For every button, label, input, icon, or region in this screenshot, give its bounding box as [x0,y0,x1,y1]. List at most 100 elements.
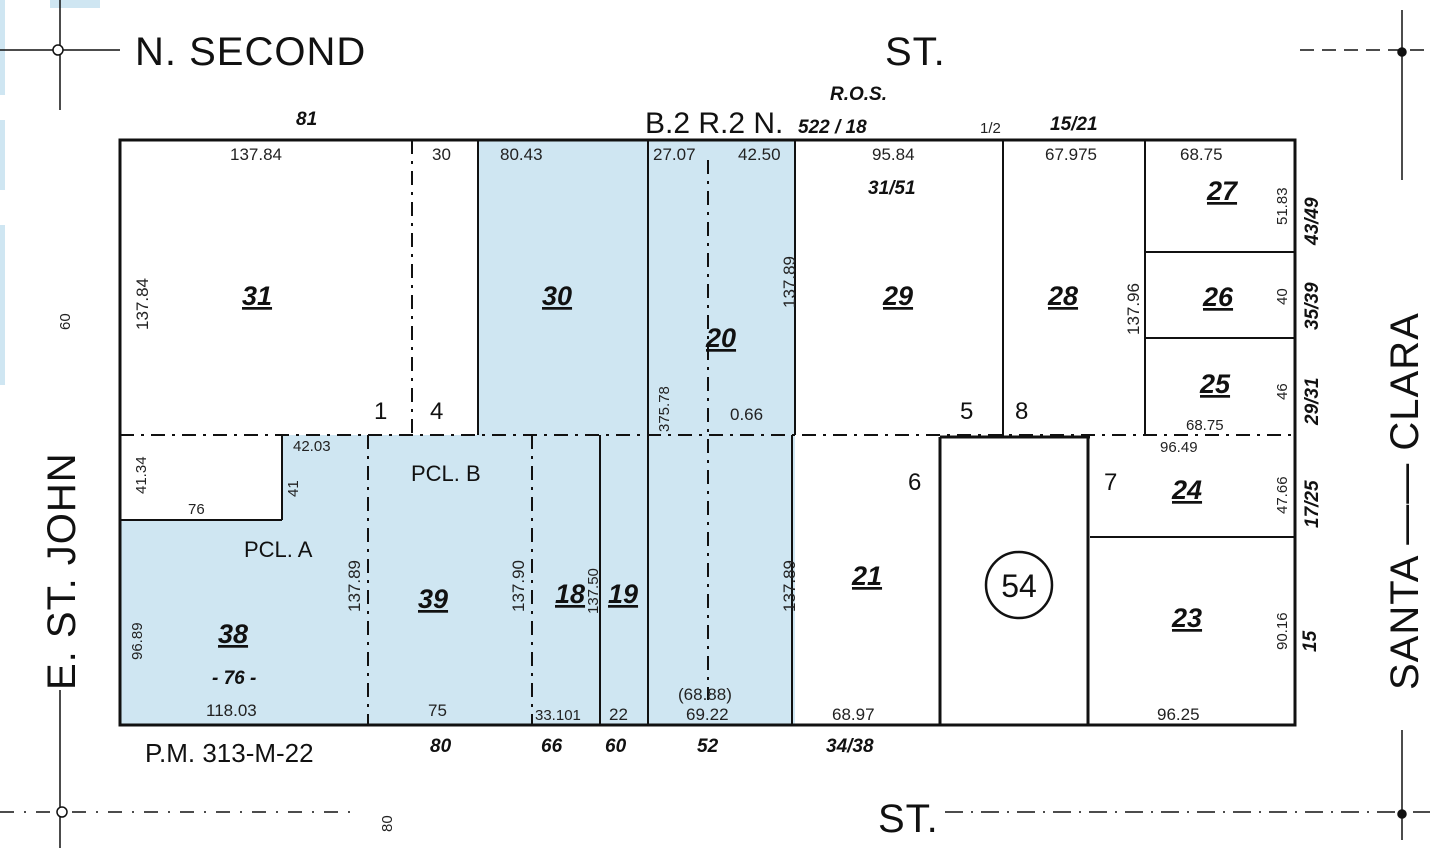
lot-number: 5 [960,398,973,425]
dim-137-84-left: 137.84 [133,278,152,330]
dim-42-03: 42.03 [293,438,331,455]
parcel-numbers: 31 30 20 29 28 27 26 25 24 23 21 18 19 3… [218,176,1239,649]
street-st-john-label: E. ST. JOHN [40,452,84,690]
highlighted-parcels [120,140,795,725]
dim-95-84: 95.84 [872,145,915,164]
parcel-30: 30 [542,281,572,311]
lot-number: 4 [430,398,443,425]
dim-375-78: 375.78 [656,386,673,432]
parcel-28: 28 [1047,281,1078,311]
frontage-66: 66 [541,736,563,757]
dim-137-89-a: 137.89 [780,256,799,308]
dim-137-50: 137.50 [585,568,602,614]
dim-96-49: 96.49 [1160,439,1198,456]
parcel-19: 19 [608,579,638,609]
frontage-80: 80 [430,736,452,757]
lot-lines [120,140,1295,725]
book-ref-prefix: B.2 R.2 N. [645,107,783,140]
frontage-34-38: 34/38 [826,736,874,757]
dim-46: 46 [1274,383,1291,400]
dimensions-vertical: 51.83 40 46 47.66 90.16 137.96 137.89 37… [129,187,1291,660]
lot-number: 1 [374,398,387,425]
frontage-80-south: 80 [379,815,396,832]
margin-tab [0,0,5,95]
parcel-18: 18 [555,579,585,609]
frontage-29-31: 29/31 [1302,377,1323,426]
frontage-76-mid: - 76 - [212,668,256,689]
street-st-north-label: ST. [885,30,946,74]
parcel-38: 38 [218,619,248,649]
pcl-a-label: PCL. A [244,537,313,562]
block-number-circle [984,550,1054,620]
margin-tab [50,0,100,8]
dim-68-75-top: 68.75 [1180,145,1223,164]
dim-96-25: 96.25 [1157,705,1200,724]
parcel-23: 23 [1171,603,1202,633]
dim-22: 22 [609,705,628,724]
dim-41: 41 [285,480,302,497]
margin-tab [0,120,5,190]
frontage-43-49: 43/49 [1302,197,1323,246]
parcel-25: 25 [1199,369,1231,399]
parcel-21: 21 [851,561,882,591]
monument-markers [52,44,1407,819]
dim-80-43: 80.43 [500,145,543,164]
dim-137-89-c: 137.89 [780,560,799,612]
pcl-b-label: PCL. B [411,461,481,486]
dim-137-89-b: 137.89 [345,560,364,612]
lot-number: 6 [908,469,921,496]
block-outline [118,138,1297,727]
block-number: 54 [1001,568,1037,604]
frontage-81: 81 [296,109,317,130]
dim-40: 40 [1274,288,1291,305]
frontage-15-21: 15/21 [1050,114,1098,135]
ros-label: R.O.S. [830,84,887,105]
dim-27-07: 27.07 [653,145,696,164]
dim-67-975: 67.975 [1045,145,1097,164]
dim-42-50: 42.50 [738,145,781,164]
parcel-map-ref: P.M. 313-M-22 [145,738,314,768]
dim-96-89: 96.89 [129,622,146,660]
frontage-1-2: 1/2 [980,120,1001,137]
parcel-29: 29 [882,281,913,311]
parcel-20: 20 [705,323,736,353]
dim-69-22: 69.22 [686,705,729,724]
dim-47-66: 47.66 [1274,476,1291,514]
street-santa-clara-label: SANTA —— CLARA [1383,312,1427,690]
frontage-60: 60 [605,736,627,757]
dim-137-90: 137.90 [509,560,528,612]
dimensions-horizontal: 137.84 80.43 27.07 42.50 95.84 67.975 68… [188,145,1224,724]
parcel-31: 31 [242,281,272,311]
street-st-south-label: ST. [878,797,939,841]
frontage-52: 52 [697,736,719,757]
dim-68-88: (68.88) [678,685,732,704]
parcel-26: 26 [1202,282,1234,312]
dim-68-97: 68.97 [832,705,875,724]
dim-41-34: 41.34 [133,456,150,494]
frontage-60-west: 60 [57,313,74,330]
frontage-35-39: 35/39 [1302,282,1323,330]
frontage-31-51: 31/51 [868,178,916,199]
dim-90-16: 90.16 [1274,612,1291,650]
dim-33-101: 33.101 [535,707,581,724]
parcel-27: 27 [1206,176,1239,206]
frontage-17-25: 17/25 [1302,480,1323,528]
parcel-lines [120,140,1295,725]
frontage-15: 15 [1300,630,1321,652]
dim-137-96: 137.96 [1124,283,1143,335]
street-second-label: N. SECOND [135,30,366,74]
dim-76: 76 [188,501,205,518]
dim-137-84-top: 137.84 [230,145,282,164]
dim-51-83: 51.83 [1274,187,1291,225]
parcel-24: 24 [1171,475,1202,505]
lot-number: 30 [432,145,451,164]
parcel-39: 39 [418,584,448,614]
lot-number: 7 [1104,469,1117,496]
lot-number: 8 [1015,398,1028,425]
margin-tab [0,225,5,385]
dim-68-75: 68.75 [1186,417,1224,434]
dim-75: 75 [428,701,447,720]
dim-118-03: 118.03 [206,701,257,720]
book-ref-page: 522 / 18 [798,117,867,138]
